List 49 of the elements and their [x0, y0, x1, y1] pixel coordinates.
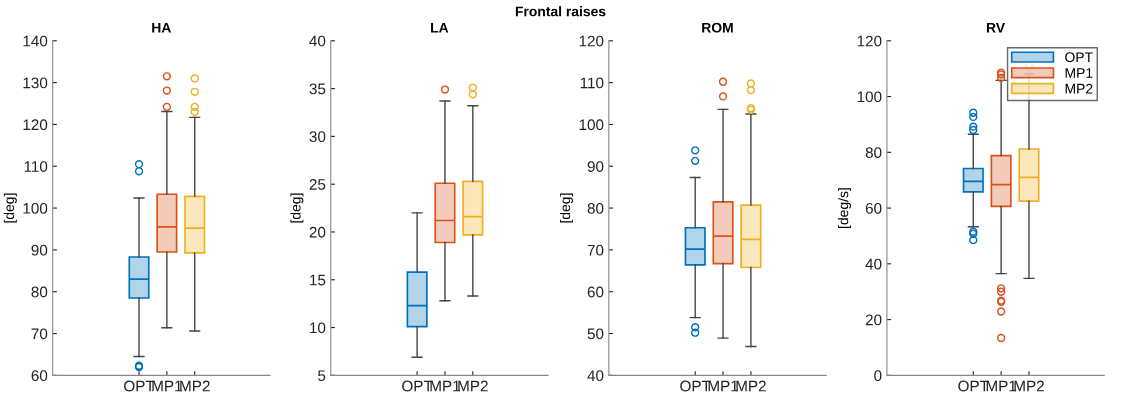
y-tick-label: 120: [23, 119, 48, 131]
y-tick-label: 60: [31, 370, 48, 382]
y-tick-label: 80: [865, 147, 882, 159]
chart-title: ROM: [702, 22, 733, 33]
y-axis-title: [deg]: [560, 193, 573, 223]
y-tick-label: 10: [310, 322, 326, 334]
y-tick-label: 70: [587, 244, 604, 256]
y-tick-label: 40: [587, 370, 604, 382]
x-tick-label: MP2: [458, 380, 488, 392]
x-tick-label: MP2: [180, 380, 210, 392]
y-tick-label: 70: [31, 328, 48, 340]
y-tick-label: 30: [309, 131, 326, 143]
legend-label: MP1: [1065, 68, 1093, 78]
text: Frontal raises: [515, 6, 606, 17]
y-tick-label: 100: [579, 119, 604, 131]
y-tick-label: 15: [310, 274, 326, 286]
y-tick-label: 120: [857, 35, 882, 47]
legend-label: MP2: [1065, 83, 1093, 94]
y-tick-label: 60: [587, 286, 604, 298]
y-tick-label: 90: [587, 161, 604, 172]
y-tick-label: 130: [23, 77, 48, 89]
y-tick-label: 20: [309, 226, 326, 238]
y-tick-label: 80: [587, 202, 604, 214]
y-tick-label: 90: [31, 244, 48, 256]
y-tick-label: 35: [309, 83, 326, 95]
y-tick-label: 110: [24, 161, 48, 172]
y-tick-label: 5: [318, 370, 326, 382]
chart-title: LA: [431, 22, 449, 33]
y-tick-label: 100: [23, 202, 48, 214]
y-tick-label: 100: [857, 91, 882, 103]
x-tick-label: MP2: [1014, 380, 1044, 392]
chart-title: RV: [986, 22, 1005, 33]
chart-title: HA: [152, 22, 171, 33]
y-axis-title: [deg]: [3, 193, 17, 223]
y-tick-label: 25: [309, 179, 326, 190]
y-tick-label: 140: [23, 35, 48, 47]
y-tick-label: 40: [865, 258, 882, 270]
y-tick-label: 120: [579, 35, 604, 47]
y-tick-label: 40: [309, 35, 326, 47]
y-tick-label: 80: [31, 286, 48, 298]
y-tick-label: 0: [874, 370, 882, 382]
x-tick-label: MP2: [736, 380, 766, 392]
y-tick-label: 50: [587, 328, 604, 340]
y-axis-title: [deg/s]: [838, 188, 852, 228]
y-tick-label: 60: [865, 202, 882, 214]
y-axis-title: [deg]: [290, 193, 304, 223]
legend-label: OPT: [1065, 52, 1093, 63]
y-tick-label: 20: [865, 314, 882, 326]
y-tick-label: 110: [580, 77, 604, 89]
